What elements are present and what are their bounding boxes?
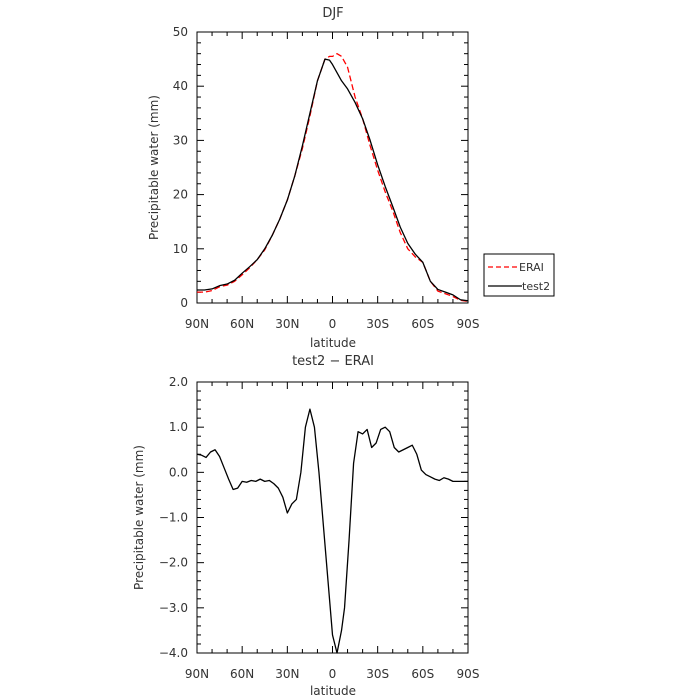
series-group	[197, 53, 469, 303]
x-tick-label: 90N	[185, 317, 209, 331]
y-tick-label: 50	[173, 25, 188, 39]
x-tick-label: 0	[329, 667, 337, 681]
x-tick-label: 90N	[185, 667, 209, 681]
series-group	[196, 408, 468, 654]
y-tick-label: 40	[173, 79, 188, 93]
panel-difference: test2 − ERAI 90N 60N 30N 0 30S 60S 90S −4.0 −3.0…	[132, 354, 479, 698]
x-tick-label: 60N	[230, 317, 254, 331]
y-axis-label: Precipitable water (mm)	[147, 95, 161, 240]
legend: ERAI test2	[483, 253, 555, 297]
x-tick-label: 30S	[366, 317, 389, 331]
y-tick-label: 2.0	[169, 375, 188, 389]
x-tick-label: 90S	[457, 667, 480, 681]
y-tick-label: −3.0	[159, 601, 188, 615]
x-tick-label: 60N	[230, 667, 254, 681]
x-tick-label: 30N	[275, 667, 299, 681]
x-axis-label: latitude	[310, 336, 356, 350]
chart-title: test2 − ERAI	[292, 354, 374, 369]
chart-title: DJF	[322, 6, 343, 21]
plot-frame	[196, 31, 469, 304]
legend-label-erai: ERAI	[519, 261, 544, 274]
y-tick-label: 0.0	[169, 465, 188, 479]
legend-label-test2: test2	[522, 280, 550, 293]
x-axis-label: latitude	[310, 684, 356, 698]
x-tick-label: 30S	[366, 667, 389, 681]
x-tick-label: 90S	[457, 317, 480, 331]
panel-djf: DJF 90N 60N 30N 0 30S 60S 90S 0 10 20 30 40 50 latit…	[147, 6, 555, 350]
y-tick-label: 0	[180, 296, 188, 310]
x-tick-label: 60S	[411, 317, 434, 331]
x-tick-label: 30N	[275, 317, 299, 331]
y-tick-label: 1.0	[169, 420, 188, 434]
x-tick-label: 60S	[411, 667, 434, 681]
series-line-erai	[197, 53, 469, 303]
y-tick-label: 30	[173, 133, 188, 147]
y-tick-label: −1.0	[159, 511, 188, 525]
y-tick-label: −4.0	[159, 646, 188, 660]
tick-group: 90N 60N 30N 0 30S 60S 90S −4.0 −3.0 −2.0 −1.0 0.0 1.…	[159, 375, 480, 681]
y-tick-label: −2.0	[159, 556, 188, 570]
series-line	[196, 408, 468, 654]
series-line-test2	[197, 58, 469, 302]
y-axis-label: Precipitable water (mm)	[132, 445, 146, 590]
tick-group: 90N 60N 30N 0 30S 60S 90S 0 10 20 30 40 50	[173, 25, 480, 331]
plot-frame	[196, 381, 469, 654]
x-tick-label: 0	[329, 317, 337, 331]
legend-box	[483, 253, 555, 297]
y-tick-label: 20	[173, 188, 188, 202]
y-tick-label: 10	[173, 242, 188, 256]
